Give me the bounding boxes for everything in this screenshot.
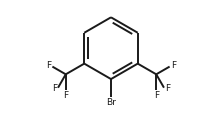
Text: F: F [154, 91, 159, 100]
Text: F: F [46, 61, 51, 70]
Text: F: F [171, 61, 176, 70]
Text: F: F [63, 91, 68, 100]
Text: F: F [52, 84, 57, 93]
Text: F: F [165, 84, 170, 93]
Text: Br: Br [106, 98, 116, 107]
